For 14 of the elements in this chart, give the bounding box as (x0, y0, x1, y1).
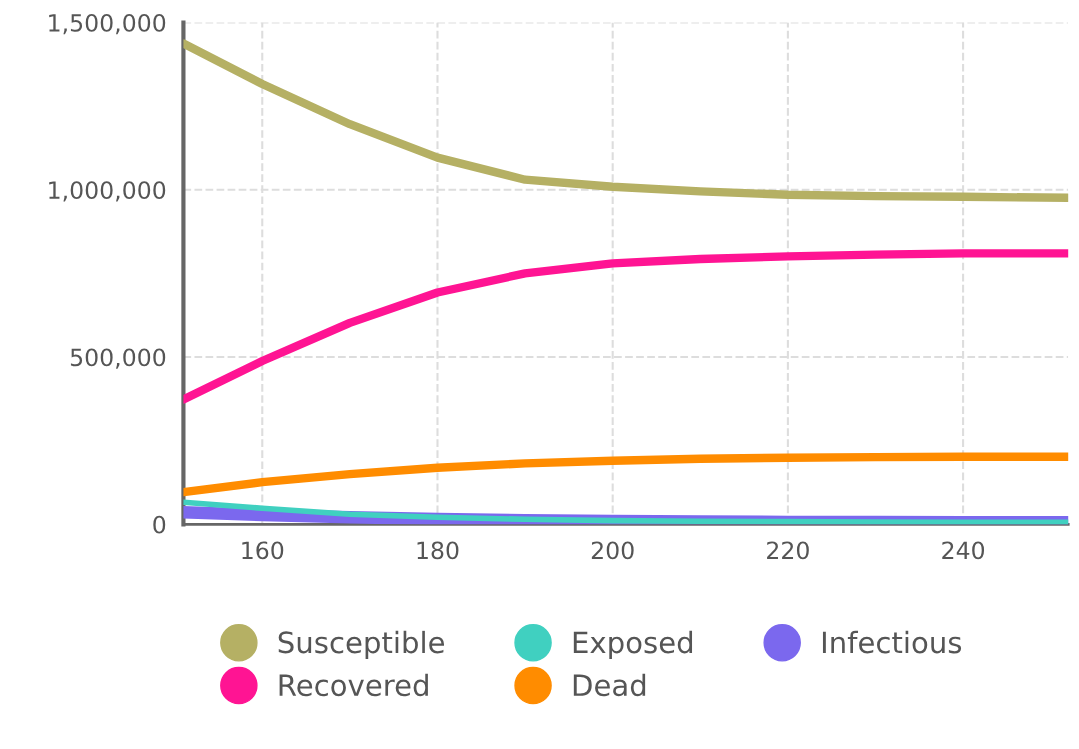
y-tick-label: 1,500,000 (49, 13, 166, 35)
x-tick-label: 180 (417, 541, 459, 560)
y-tick-label: 0 (153, 515, 166, 534)
legend-label: Infectious (822, 630, 962, 654)
legend-label: Recovered (279, 673, 428, 697)
legend-label: Susceptible (278, 630, 444, 660)
x-tick-label: 240 (942, 541, 985, 560)
y-tick-label: 1,000,000 (49, 181, 166, 202)
x-tick-label: 160 (242, 541, 284, 560)
legend-label: Exposed (573, 630, 693, 660)
legend-label: Dead (573, 673, 646, 697)
x-tick-label: 220 (767, 541, 809, 560)
x-tick-label: 200 (591, 541, 634, 560)
y-tick-label: 500,000 (70, 348, 166, 369)
